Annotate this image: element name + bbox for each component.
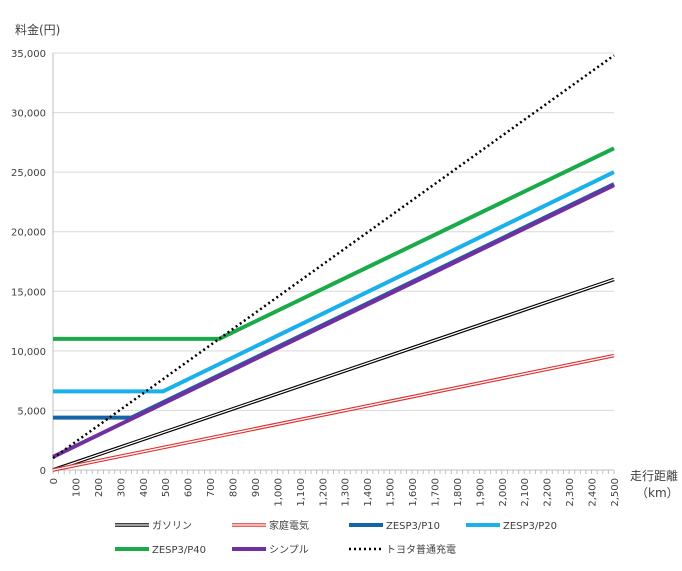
legend-label: トヨタ普通充電 [386,543,456,556]
x-tick-label: 2,200 [543,478,554,507]
y-tick-label: 35,000 [11,49,46,60]
legend-item: シンプル [232,544,309,556]
x-axis-title-line2: （km） [636,486,679,500]
series-line-stroke [53,182,615,420]
y-tick-label: 0 [40,466,46,477]
y-axis-title: 料金(円) [15,22,60,37]
y-tick-label: 5,000 [17,406,46,417]
x-tick-label: 900 [251,478,262,497]
x-axis-title-line1: 走行距離 [630,469,678,483]
y-tick-label: 15,000 [11,287,46,298]
x-tick-label: 1,800 [453,478,464,507]
series-line-stroke [53,146,615,341]
legend-item: ガソリン [115,520,192,532]
y-tick-label: 25,000 [11,168,46,179]
y-tick-label: 20,000 [11,228,46,239]
x-tick-labels: 0 100 200 300 400 500 600 700 800 900 1,000 1,100 1,… [49,478,621,507]
x-tick-label: 2,100 [520,478,531,507]
x-tick-label: 1,500 [386,478,397,507]
legend-label: 家庭電気 [269,519,309,532]
series-line-inner [52,278,615,471]
series-line [52,277,615,472]
legend-label: シンプル [269,544,309,556]
series-line-stroke [52,183,615,459]
legend-label: ZESP3/P20 [503,521,557,532]
axes [52,53,615,474]
x-tick-label: 1,400 [363,478,374,507]
series-line [52,183,615,459]
legend-label: ZESP3/P10 [386,521,440,532]
x-tick-label: 700 [206,478,217,497]
x-tick-label: 800 [229,478,240,497]
x-tick-label: 200 [94,478,105,497]
y-tick-labels: 0 5,000 10,000 15,000 20,000 25,000 30,000 35,0… [11,49,46,477]
x-tick-label: 1,700 [430,478,441,507]
legend-label: ZESP3/P40 [152,545,206,556]
y-tick-label: 10,000 [11,347,46,358]
series-line-stroke [53,170,615,394]
x-tick-label: 500 [161,478,172,497]
x-tick-label: 300 [116,478,127,497]
x-tick-label: 2,300 [565,478,576,507]
series-line-stroke [52,54,615,460]
x-tick-label: 1,600 [408,478,419,507]
series-line [53,182,615,420]
x-tick-label: 1,000 [273,478,284,507]
x-tick-label: 0 [49,478,60,484]
legend-item: 家庭電気 [232,519,309,532]
legend: ガソリン 家庭電気 ZESP3/P10 ZESP3/P20 ZESP3/P40 シンプル ト… [115,519,557,556]
series-line [53,170,615,394]
x-tick-label: 2,400 [588,478,599,507]
x-tick-label: 100 [71,478,82,497]
x-tick-label: 1,900 [475,478,486,507]
x-tick-label: 2,000 [498,478,509,507]
series-line [53,146,615,341]
x-tick-label: 2,500 [610,478,621,507]
legend-item: ZESP3/P10 [349,521,440,532]
legend-item: トヨタ普通充電 [349,543,456,556]
series-line-inner [52,354,615,471]
x-tick-label: 1,300 [341,478,352,507]
x-tick-label: 1,100 [296,478,307,507]
legend-item: ZESP3/P20 [466,521,557,532]
series-lines [52,54,615,472]
series-line [52,353,615,472]
y-tick-label: 30,000 [11,109,46,120]
x-tick-label: 1,200 [318,478,329,507]
x-tick-label: 400 [139,478,150,497]
series-line [52,54,615,460]
legend-label: ガソリン [152,520,192,532]
x-tick-label: 600 [184,478,195,497]
gridlines [53,52,614,411]
legend-item: ZESP3/P40 [115,545,206,556]
